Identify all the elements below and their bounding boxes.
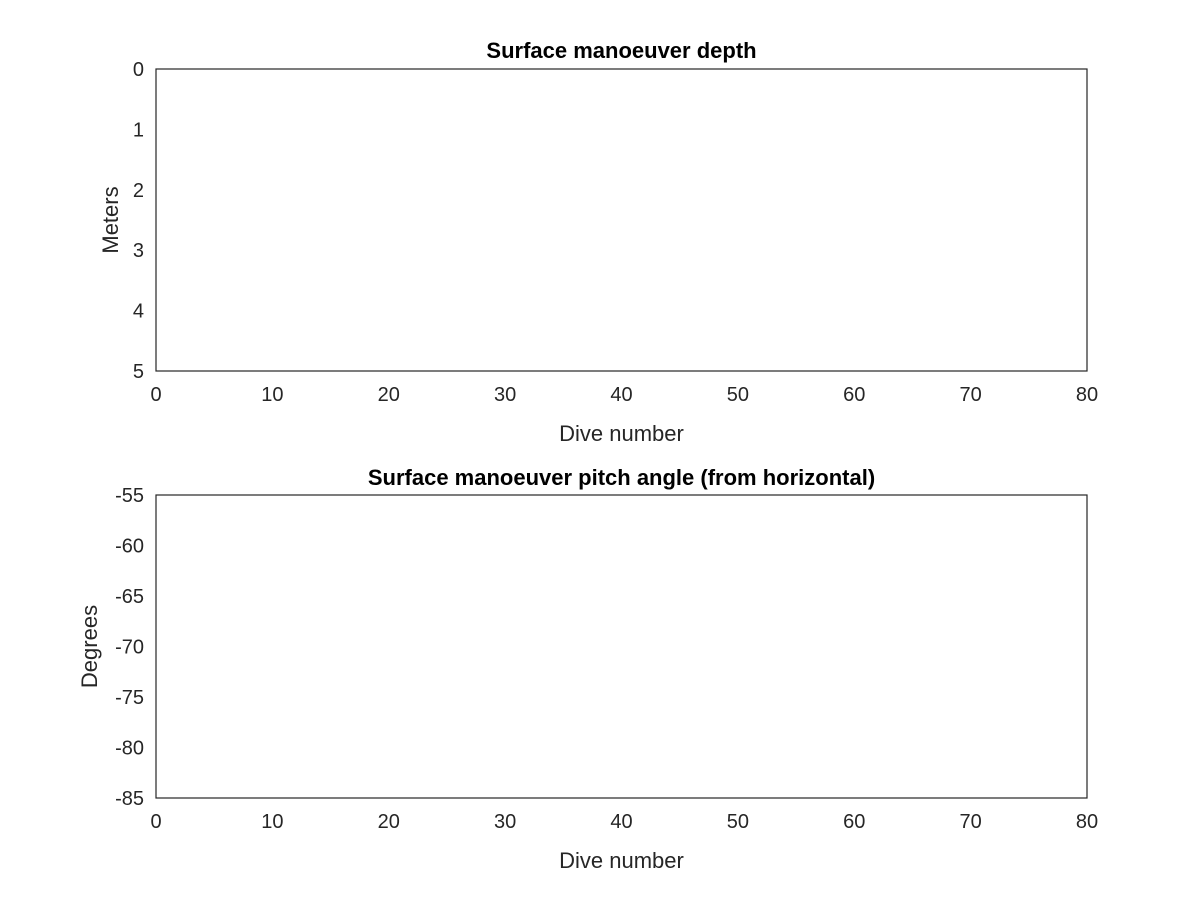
x-tick-label: 60 (843, 811, 865, 833)
y-tick-label: -55 (115, 485, 144, 507)
x-tick-label: 20 (378, 384, 400, 406)
y-tick-label: -85 (115, 788, 144, 810)
pitch-angle-chart: 0 10 20 30 40 50 60 70 80 -55 -60 -65 -70 -75 -80 -85 Su… (77, 465, 1098, 873)
x-tick-label: 80 (1076, 811, 1098, 833)
y-tick-label: 3 (133, 240, 144, 262)
x-tick-label: 0 (150, 811, 161, 833)
axes-box (155, 494, 1088, 799)
y-tick-label: -70 (115, 637, 144, 659)
y-axis-label: Degrees (77, 605, 102, 688)
x-tick-label: 40 (610, 384, 632, 406)
y-tick-label: 2 (133, 180, 144, 202)
x-tick-label: 30 (494, 811, 516, 833)
x-tick-label: 80 (1076, 384, 1098, 406)
x-tick-label: 70 (960, 811, 982, 833)
axes-box (155, 68, 1088, 372)
x-tick-label: 50 (727, 384, 749, 406)
y-tick-label: 4 (133, 301, 144, 323)
x-tick-label: 70 (960, 384, 982, 406)
x-tick-label: 60 (843, 384, 865, 406)
chart-title: Surface manoeuver pitch angle (from hori… (368, 465, 875, 490)
y-tick-label: 1 (133, 119, 144, 141)
x-tick-label: 50 (727, 811, 749, 833)
depth-chart: 0 10 20 30 40 50 60 70 80 0 1 2 3 4 5 Surface manoeuver… (98, 38, 1098, 446)
x-tick-label: 40 (610, 811, 632, 833)
x-tick-label: 0 (150, 384, 161, 406)
y-tick-label: 5 (133, 361, 144, 383)
chart-title: Surface manoeuver depth (486, 38, 756, 63)
x-tick-label: 20 (378, 811, 400, 833)
y-tick-label: 0 (133, 59, 144, 81)
x-tick-label: 30 (494, 384, 516, 406)
x-axis-label: Dive number (559, 421, 684, 446)
y-tick-label: -65 (115, 586, 144, 608)
x-axis-label: Dive number (559, 848, 684, 873)
y-axis-label: Meters (98, 186, 123, 253)
x-tick-label: 10 (261, 384, 283, 406)
x-tick-label: 10 (261, 811, 283, 833)
y-tick-label: -75 (115, 687, 144, 709)
y-tick-label: -60 (115, 536, 144, 558)
y-tick-label: -80 (115, 738, 144, 760)
